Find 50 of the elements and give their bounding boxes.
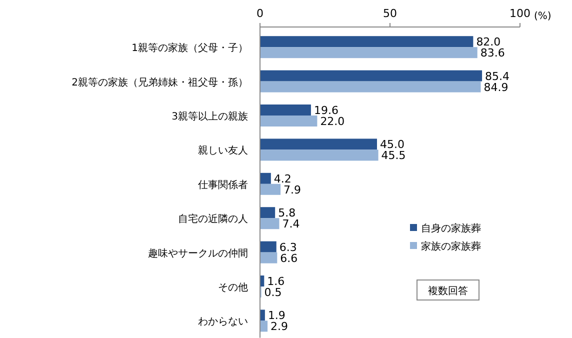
x-tick-label: 50 (383, 7, 397, 20)
y-tick-label: 2親等の家族（兄弟姉妹・祖父母・孫） (72, 76, 248, 88)
bar (260, 252, 278, 264)
data-label: 5.8 (278, 206, 296, 220)
bar (260, 47, 478, 58)
data-label: 6.3 (279, 240, 297, 254)
annotation: 複数回答 (428, 285, 468, 297)
data-label: 4.2 (274, 172, 292, 186)
data-label: 7.4 (282, 218, 300, 231)
y-tick-label: 仕事関係者 (198, 178, 248, 191)
y-tick-label: 1親等の家族（父母・子） (132, 42, 248, 54)
y-tick-label: 3親等以上の親族 (172, 110, 248, 122)
data-label: 0.5 (264, 286, 282, 299)
data-label: 82.0 (476, 36, 501, 49)
x-tick-label: 0 (256, 7, 264, 20)
bar (260, 241, 276, 252)
data-label: 84.9 (484, 80, 508, 94)
data-label: 7.9 (284, 183, 302, 196)
bar (260, 70, 482, 82)
legend-label: 家族の家族葬 (421, 240, 481, 252)
data-label: 45.5 (381, 149, 406, 162)
bar (260, 150, 378, 161)
x-axis-title: (%) (534, 11, 552, 22)
bar (260, 116, 318, 126)
data-label: 1.9 (268, 309, 286, 322)
bar (260, 172, 271, 184)
bar (260, 184, 281, 195)
legend-label: 自身の家族葬 (421, 222, 481, 234)
y-tick-label: 親しい友人 (198, 144, 248, 157)
bar (260, 320, 268, 332)
data-label: 83.6 (480, 46, 505, 60)
y-tick-label: 自宅の近隣の人 (178, 213, 248, 226)
data-label: 6.6 (280, 252, 298, 265)
data-label: 45.0 (380, 138, 404, 152)
x-tick-label: 100 (510, 7, 530, 20)
bar (260, 104, 311, 116)
bar (260, 218, 280, 230)
y-tick-label: 趣味やサークルの仲間 (148, 247, 248, 260)
bar (260, 207, 276, 218)
y-tick-label: わからない (198, 316, 248, 328)
bar (260, 138, 377, 150)
data-label: 1.6 (267, 275, 285, 288)
data-label: 85.4 (485, 70, 510, 83)
data-label: 19.6 (314, 104, 338, 117)
data-label: 2.9 (270, 320, 288, 334)
data-label: 22.0 (320, 115, 345, 128)
bar (260, 81, 481, 92)
bar (260, 36, 474, 48)
y-tick-label: その他 (218, 282, 248, 294)
bar (260, 310, 265, 321)
